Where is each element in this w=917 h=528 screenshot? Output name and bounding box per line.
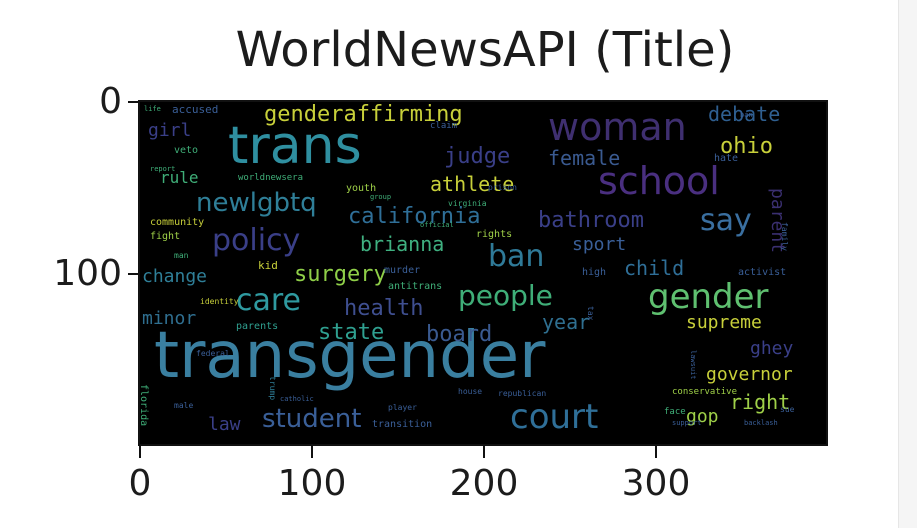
word-genderaffirming: genderaffirming [264, 102, 463, 127]
word-federal: federal [196, 349, 230, 358]
word-hate: hate [714, 153, 739, 164]
word-athlete: athlete [430, 172, 515, 196]
x-tick-mark [311, 446, 313, 458]
word-accused: accused [172, 103, 219, 116]
x-tick-label: 100 [277, 463, 347, 504]
word-official: official [420, 221, 454, 229]
x-tick-mark [139, 446, 141, 458]
word-catholic: catholic [280, 395, 314, 403]
word-prison: prison [488, 183, 517, 192]
word-ghey: ghey [750, 338, 794, 359]
word-judge: judge [444, 144, 511, 169]
word-youth: youth [346, 183, 377, 194]
word-virginia: virginia [448, 199, 487, 208]
word-sue: sue [780, 405, 795, 414]
y-tick-label: 0 [99, 81, 122, 122]
word-claim: claim [430, 121, 458, 131]
word-face: face [664, 407, 686, 417]
word-ban: ban [488, 239, 545, 274]
word-health: health [344, 296, 424, 321]
word-california: california [348, 204, 481, 229]
word-child: child [624, 256, 685, 280]
word-male: male [174, 401, 194, 410]
x-tick-mark [483, 446, 485, 458]
chart-title: WorldNewsAPI (Title) [235, 22, 735, 78]
word-court: court [510, 397, 599, 437]
word-lawsuit: lawsuit [689, 350, 697, 380]
y-tick-label: 100 [53, 253, 122, 294]
word-republican: republican [498, 389, 547, 398]
window-edge [898, 0, 917, 528]
word-trump: trump [268, 376, 277, 401]
word-group: group [370, 193, 392, 201]
word-governor: governor [706, 364, 793, 385]
word-man: man [174, 251, 189, 260]
word-murder: murder [384, 265, 421, 276]
word-player: player [388, 403, 417, 412]
word-gender: gender [648, 277, 769, 317]
word-law: law [208, 414, 241, 435]
word-student: student [262, 404, 362, 434]
word-trans: trans [228, 116, 362, 176]
word-care: care [236, 283, 302, 318]
word-gop: gop [686, 406, 719, 427]
word-rights: rights [476, 229, 513, 240]
word-woman: woman [548, 105, 687, 149]
y-tick-mark [128, 273, 140, 275]
x-tick-label: 0 [128, 463, 152, 504]
word-house: house [458, 387, 483, 396]
wordcloud-plot-area: transgender trans school woman gender court pe… [140, 102, 828, 446]
word-conservative: conservative [672, 387, 738, 397]
word-ohio: ohio [720, 134, 773, 159]
word-backlash: backlash [744, 419, 778, 427]
word-brianna: brianna [360, 232, 445, 256]
x-tick-mark [655, 446, 657, 458]
word-kid: kid [258, 259, 278, 272]
word-family: family [780, 222, 789, 251]
y-tick-mark [128, 101, 140, 103]
word-supreme: supreme [686, 312, 762, 333]
word-life: life [144, 105, 161, 113]
word-change: change [142, 266, 208, 287]
word-state: state [318, 320, 385, 345]
word-transgender: transgender [154, 319, 546, 393]
x-tick-label: 300 [621, 463, 691, 504]
word-minor: minor [142, 308, 197, 329]
word-sport: sport [572, 234, 627, 255]
word-board: board [426, 322, 493, 347]
word-year: year [542, 310, 591, 334]
word-report: report [150, 165, 176, 173]
word-school: school [598, 159, 720, 203]
word-rule: rule [160, 168, 199, 187]
word-activist: activist [738, 267, 787, 278]
word-identity: identity [200, 297, 239, 306]
word-antitrans: antitrans [388, 281, 443, 292]
word-high: high [582, 267, 607, 278]
word-say: say [700, 203, 752, 238]
word-newlgbtq: newlgbtq [196, 188, 317, 218]
word-bathroom: bathroom [538, 208, 644, 233]
word-ban: ban [740, 111, 753, 119]
x-tick-label: 200 [449, 463, 519, 504]
word-transition: transition [372, 419, 433, 430]
word-worldnewsera: worldnewsera [238, 173, 304, 183]
word-female: female [548, 146, 621, 170]
word-tax: tax [586, 306, 595, 321]
word-debate: debate [708, 102, 781, 126]
word-policy: policy [212, 223, 301, 258]
word-fight: fight [150, 231, 181, 242]
word-veto: veto [174, 145, 199, 156]
word-florida: florida [140, 384, 149, 427]
word-girl: girl [148, 120, 192, 141]
word-parents: parents [236, 321, 279, 332]
word-community: community [150, 217, 205, 228]
word-support: support [672, 419, 702, 427]
word-people: people [458, 279, 553, 312]
word-right: right [730, 390, 791, 414]
word-surgery: surgery [294, 262, 387, 287]
